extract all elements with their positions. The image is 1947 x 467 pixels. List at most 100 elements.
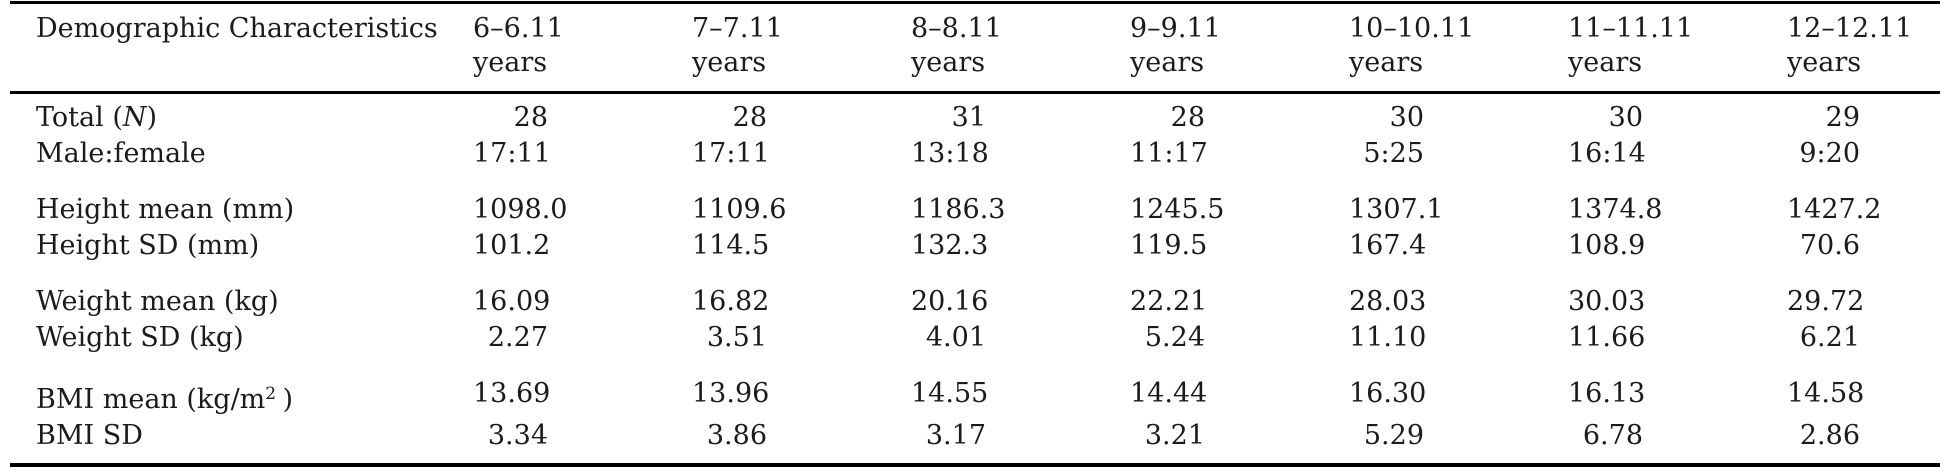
cell-value: 16.82	[692, 286, 770, 317]
cell-value: 11.10	[1349, 322, 1427, 353]
cell-value: 30.03	[1568, 286, 1646, 317]
cell-value: 2.27	[487, 322, 548, 353]
cell-value: 1427.2	[1787, 194, 1882, 225]
age-unit: years	[911, 47, 986, 78]
cell-value: 14.58	[1787, 378, 1865, 409]
cell-value: 101.2	[473, 230, 551, 261]
row-label-part: )	[277, 384, 294, 415]
cell-value: 6.21	[1799, 322, 1860, 353]
cell-value: 70.6	[1799, 230, 1860, 261]
age-range: 7–7.11	[692, 13, 783, 44]
row-label-part: Height mean (mm)	[36, 194, 295, 225]
table-row: Male:female 17:11 17:11 13:18 11:17 5:25 16:14…	[10, 136, 1940, 172]
cell-value: 1245.5	[1130, 194, 1225, 225]
cell-value: 17:11	[692, 138, 770, 169]
cell-value: 31	[951, 102, 986, 133]
age-unit: years	[473, 47, 548, 78]
row-label-part: Weight mean (kg)	[36, 286, 279, 317]
cell-value: 3.17	[925, 420, 986, 451]
table-row: Weight SD (kg) 2.27 3.51 4.01 5.24 11.10 11.66…	[10, 320, 1940, 356]
table-row: Height mean (mm) 1098.0 1109.6 1186.3 1245.5…	[10, 172, 1940, 228]
cell-value: 29.72	[1787, 286, 1865, 317]
row-label: Male:female	[10, 136, 473, 172]
age-unit: years	[1568, 47, 1643, 78]
cell-value: 5.29	[1363, 420, 1424, 451]
col-header-age-group-3: 8–8.11 years	[911, 2, 1130, 94]
table-row: Total (N) 28 28 31 28 30 30 29	[10, 93, 1940, 137]
cell-value: 11.66	[1568, 322, 1646, 353]
age-unit: years	[1130, 47, 1205, 78]
row-label: BMI mean (kg/m2 )	[10, 356, 473, 418]
row-label-part: )	[146, 102, 158, 133]
row-label-part: Height SD (mm)	[36, 230, 260, 261]
cell-value: 119.5	[1130, 230, 1208, 261]
col-header-demographic-characteristics: Demographic Characteristics	[10, 2, 473, 94]
col-header-age-group-6: 11–11.11 years	[1568, 2, 1787, 94]
age-unit: years	[1349, 47, 1424, 78]
cell-value: 30	[1389, 102, 1424, 133]
age-range: 6–6.11	[473, 13, 564, 44]
cell-value: 16:14	[1568, 138, 1646, 169]
cell-value: 5.24	[1144, 322, 1205, 353]
cell-value: 28	[1170, 102, 1205, 133]
cell-value: 108.9	[1568, 230, 1646, 261]
table-body: Total (N) 28 28 31 28 30 30 29 Male:female 17:11 1…	[10, 93, 1940, 466]
cell-value: 22.21	[1130, 286, 1208, 317]
cell-value: 29	[1825, 102, 1860, 133]
age-range: 10–10.11	[1349, 13, 1475, 44]
cell-value: 114.5	[692, 230, 770, 261]
cell-value: 9:20	[1799, 138, 1860, 169]
cell-value: 6.78	[1582, 420, 1643, 451]
row-label: Weight SD (kg)	[10, 320, 473, 356]
cell-value: 16.09	[473, 286, 551, 317]
age-range: 11–11.11	[1568, 13, 1694, 44]
cell-value: 20.16	[911, 286, 989, 317]
age-unit: years	[1787, 47, 1862, 78]
cell-value: 13.96	[692, 378, 770, 409]
cell-value: 167.4	[1349, 230, 1427, 261]
row-label-part: 2	[265, 384, 278, 404]
cell-value: 4.01	[925, 322, 986, 353]
row-label: BMI SD	[10, 418, 473, 465]
cell-value: 14.44	[1130, 378, 1208, 409]
cell-value: 16.13	[1568, 378, 1646, 409]
col-header-age-group-4: 9–9.11 years	[1130, 2, 1349, 94]
cell-value: 3.34	[487, 420, 548, 451]
table-row: BMI SD 3.34 3.86 3.17 3.21 5.29 6.78 2.86	[10, 418, 1940, 465]
row-label-part: Total (	[36, 102, 123, 133]
cell-value: 3.86	[706, 420, 767, 451]
row-label: Height mean (mm)	[10, 172, 473, 228]
col-header-age-group-5: 10–10.11 years	[1349, 2, 1568, 94]
table-row: BMI mean (kg/m2 ) 13.69 13.96 14.55 14.44 16.…	[10, 356, 1940, 418]
cell-value: 3.21	[1144, 420, 1205, 451]
cell-value: 5:25	[1363, 138, 1424, 169]
demographics-table: Demographic Characteristics 6–6.11 years 7…	[10, 1, 1940, 467]
row-label-part: Weight SD (kg)	[36, 322, 244, 353]
cell-value: 1109.6	[692, 194, 787, 225]
table-row: Weight mean (kg) 16.09 16.82 20.16 22.21 28.0…	[10, 264, 1940, 320]
row-label: Height SD (mm)	[10, 228, 473, 264]
row-label: Total (N)	[10, 93, 473, 137]
row-label-part: BMI mean (kg/m	[36, 384, 266, 415]
age-range: 8–8.11	[911, 13, 1002, 44]
col-header-age-group-1: 6–6.11 years	[473, 2, 692, 94]
col-header-age-group-7: 12–12.11 years	[1787, 2, 1940, 94]
cell-value: 28.03	[1349, 286, 1427, 317]
cell-value: 13:18	[911, 138, 989, 169]
cell-value: 132.3	[911, 230, 989, 261]
age-range: 12–12.11	[1787, 13, 1913, 44]
table-row: Height SD (mm) 101.2 114.5 132.3 119.5 167.4 1…	[10, 228, 1940, 264]
cell-value: 3.51	[706, 322, 767, 353]
cell-value: 28	[732, 102, 767, 133]
cell-value: 11:17	[1130, 138, 1208, 169]
age-range: 9–9.11	[1130, 13, 1221, 44]
cell-value: 1098.0	[473, 194, 568, 225]
cell-value: 16.30	[1349, 378, 1427, 409]
cell-value: 13.69	[473, 378, 551, 409]
age-unit: years	[692, 47, 767, 78]
row-label-part: BMI SD	[36, 420, 143, 451]
row-label: Weight mean (kg)	[10, 264, 473, 320]
cell-value: 2.86	[1799, 420, 1860, 451]
cell-value: 17:11	[473, 138, 551, 169]
